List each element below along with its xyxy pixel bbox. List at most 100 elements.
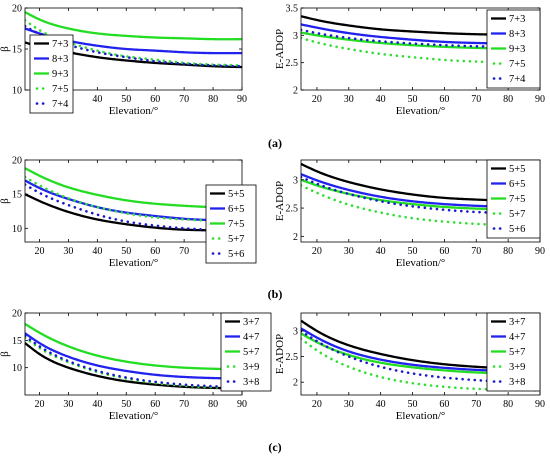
- legend-label-4+7: 4+7: [509, 332, 525, 343]
- legend: 7+3 8+3 9+3 7+5 7+4: [29, 34, 74, 114]
- x-tick-label: 70: [179, 94, 189, 105]
- legend: 5+5 6+5 7+5 5+7 5+6: [486, 159, 541, 239]
- legend-label-3+7: 3+7: [243, 317, 259, 328]
- x-tick-label: 20: [312, 94, 322, 105]
- x-tick-label: 20: [34, 399, 44, 410]
- legend-label-3+7: 3+7: [509, 317, 525, 328]
- series-line-5+7: [25, 322, 242, 371]
- x-tick-label: 30: [344, 94, 354, 105]
- y-tick-label: 10: [12, 224, 22, 235]
- legend-label-6+5: 6+5: [509, 179, 525, 190]
- legend-label-8+3: 8+3: [509, 29, 525, 40]
- y-tick-label: 3: [293, 326, 298, 337]
- y-tick-label: 3: [293, 175, 298, 186]
- y-tick-label: 15: [12, 190, 22, 201]
- x-tick-label: 70: [471, 399, 481, 410]
- x-tick-label: 20: [312, 246, 322, 257]
- y-tick-label: 20: [12, 156, 22, 167]
- x-tick-label: 60: [150, 399, 160, 410]
- series-line-5+6: [301, 175, 540, 216]
- x-tick-label: 60: [150, 94, 160, 105]
- x-tick-label: 70: [471, 246, 481, 257]
- x-tick-label: 20: [312, 399, 322, 410]
- x-tick-label: 50: [408, 246, 418, 257]
- chart-panel-3: 2030405060708090101520Elevation/°β5+56+5…: [0, 156, 257, 269]
- legend-label-5+7: 5+7: [228, 234, 244, 245]
- x-tick-label: 70: [471, 94, 481, 105]
- legend-box: [486, 159, 541, 239]
- x-tick-label: 90: [535, 399, 545, 410]
- y-tick-label: 10: [12, 363, 22, 374]
- y-axis-label: β: [0, 351, 11, 357]
- figure-caption: (c): [268, 440, 281, 454]
- legend-label-9+3: 9+3: [509, 44, 525, 55]
- legend-label-7+3: 7+3: [52, 39, 68, 50]
- series-line-9+3: [25, 11, 242, 41]
- x-tick-label: 80: [208, 399, 218, 410]
- series-line-7+5: [25, 19, 242, 67]
- x-axis-label: Elevation/°: [109, 257, 159, 269]
- x-tick-label: 20: [34, 246, 44, 257]
- legend-label-7+3: 7+3: [509, 14, 525, 25]
- series-line-3+7: [25, 342, 242, 390]
- x-tick-label: 30: [344, 399, 354, 410]
- legend-label-8+3: 8+3: [52, 54, 68, 65]
- x-tick-label: 80: [208, 94, 218, 105]
- legend-label-5+5: 5+5: [228, 189, 244, 200]
- y-tick-label: 20: [12, 4, 22, 15]
- x-tick-label: 80: [503, 246, 513, 257]
- legend-label-7+5: 7+5: [509, 194, 525, 205]
- x-tick-label: 80: [503, 94, 513, 105]
- x-tick-label: 90: [237, 399, 247, 410]
- chart-panel-2: 20 30 40 50 60 70 80 90 2 2.5 3 3.5 Elevation/° E-ADO…: [274, 4, 545, 118]
- legend-label-7+5: 7+5: [509, 59, 525, 70]
- chart-panel-1: 2030405060708090101520Elevation/°β7+38+3…: [0, 4, 247, 118]
- y-tick-label: 15: [12, 45, 22, 56]
- x-axis-label: Elevation/°: [396, 410, 446, 422]
- legend-label-9+3: 9+3: [52, 69, 68, 80]
- x-axis-label: Elevation/°: [396, 257, 446, 269]
- legend-label-7+5: 7+5: [52, 84, 68, 95]
- x-tick-label: 50: [408, 399, 418, 410]
- legend-label-7+4: 7+4: [52, 99, 69, 110]
- legend-label-3+9: 3+9: [509, 362, 525, 373]
- legend-label-5+6: 5+6: [509, 224, 525, 235]
- legend-label-3+8: 3+8: [509, 377, 525, 388]
- x-tick-label: 30: [63, 246, 73, 257]
- x-tick-label: 60: [150, 246, 160, 257]
- y-axis-label: E-ADOP: [274, 29, 286, 69]
- x-tick-label: 40: [376, 399, 386, 410]
- y-tick-label: 20: [12, 309, 22, 320]
- x-tick-label: 90: [237, 94, 247, 105]
- figure-caption: (b): [268, 287, 283, 301]
- x-tick-label: 70: [179, 399, 189, 410]
- legend-label-5+7: 5+7: [509, 347, 525, 358]
- legend-label-7+5: 7+5: [228, 219, 244, 230]
- legend-label-5+7: 5+7: [509, 209, 525, 220]
- x-tick-label: 70: [179, 246, 189, 257]
- x-tick-label: 40: [92, 94, 102, 105]
- x-tick-label: 50: [121, 246, 131, 257]
- figure-caption: (a): [268, 136, 282, 150]
- y-axis-label: E-ADOP: [274, 334, 286, 374]
- y-axis-label: β: [0, 46, 11, 52]
- x-tick-label: 80: [503, 399, 513, 410]
- x-tick-label: 30: [344, 246, 354, 257]
- x-tick-label: 90: [535, 246, 545, 257]
- x-tick-label: 50: [121, 399, 131, 410]
- y-tick-label: 2.5: [286, 352, 299, 363]
- x-axis-label: Elevation/°: [396, 105, 446, 117]
- legend: 3+7 4+7 5+7 3+9 3+8: [486, 312, 541, 392]
- x-tick-label: 50: [121, 94, 131, 105]
- x-axis-label: Elevation/°: [109, 105, 159, 117]
- legend-label-4+7: 4+7: [243, 332, 259, 343]
- y-tick-label: 2.5: [286, 204, 299, 215]
- legend-label-5+5: 5+5: [509, 164, 525, 175]
- x-tick-label: 30: [63, 399, 73, 410]
- y-axis-label: E-ADOP: [274, 181, 286, 221]
- legend-label-5+6: 5+6: [228, 249, 244, 260]
- legend-label-6+5: 6+5: [228, 204, 244, 215]
- legend: 5+5 6+5 7+5 5+7 5+6: [205, 184, 257, 264]
- series-group: [25, 322, 242, 390]
